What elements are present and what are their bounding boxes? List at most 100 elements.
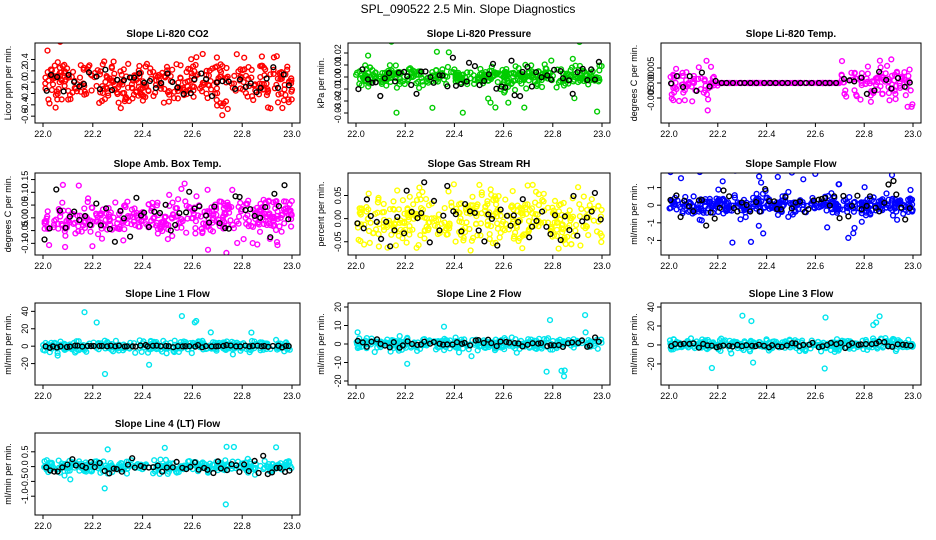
reference-point <box>110 465 117 472</box>
data-point <box>178 313 186 320</box>
y-tick-label: 40 <box>646 302 656 312</box>
reference-point <box>106 470 113 477</box>
data-point <box>250 96 257 104</box>
reference-point <box>444 182 451 190</box>
data-point <box>397 226 404 233</box>
data-point <box>59 199 66 206</box>
data-point <box>115 210 123 217</box>
data-point <box>425 202 433 209</box>
data-point <box>231 72 238 80</box>
reference-point <box>497 338 504 345</box>
reference-point <box>247 206 254 213</box>
data-point <box>785 213 792 221</box>
data-point <box>892 90 899 98</box>
data-point <box>821 365 828 372</box>
data-point <box>274 99 282 106</box>
data-point <box>365 83 372 90</box>
data-point <box>553 84 560 91</box>
data-point <box>729 239 736 246</box>
data-point <box>100 222 107 229</box>
data-point <box>264 89 271 96</box>
data-point <box>54 90 61 98</box>
reference-point <box>164 70 171 77</box>
data-point <box>519 245 526 252</box>
x-tick-label: 22.0 <box>347 261 365 271</box>
data-point <box>891 71 898 78</box>
reference-point <box>863 90 871 98</box>
data-point <box>97 89 104 96</box>
data-point <box>446 220 453 227</box>
data-point <box>561 338 568 346</box>
data-point <box>266 210 273 217</box>
x-tick-label: 23.0 <box>283 391 301 401</box>
data-point <box>439 66 446 73</box>
reference-point <box>866 193 874 200</box>
reference-point <box>131 464 138 471</box>
data-point <box>130 91 138 98</box>
reference-point <box>677 341 684 348</box>
data-point <box>258 53 266 60</box>
y-tick-label: 10 <box>333 320 343 330</box>
x-tick-label: 22.2 <box>396 391 414 401</box>
data-point <box>595 203 602 210</box>
data-point <box>535 223 542 230</box>
data-point <box>285 99 292 106</box>
data-point <box>540 190 547 197</box>
x-tick-label: 22.6 <box>184 391 202 401</box>
data-point <box>267 213 274 221</box>
data-point <box>388 231 395 238</box>
y-tick-label: 0 <box>333 341 343 346</box>
data-point <box>774 173 781 181</box>
reference-point <box>246 343 253 350</box>
data-point <box>561 367 568 374</box>
data-point <box>185 458 192 465</box>
reference-point <box>71 208 78 215</box>
data-point <box>161 444 168 451</box>
data-point <box>238 206 246 213</box>
data-point <box>671 84 679 91</box>
plot-frame <box>347 42 611 124</box>
data-point <box>473 203 480 210</box>
x-tick-label: 22.6 <box>495 391 513 401</box>
x-tick-label: 22.8 <box>233 129 251 139</box>
reference-point <box>54 468 61 475</box>
reference-point <box>56 207 64 214</box>
data-point <box>233 51 240 58</box>
data-point <box>907 186 914 194</box>
data-point <box>689 98 696 105</box>
x-tick-label: 22.2 <box>84 391 102 401</box>
panel-title: Slope Line 2 Flow <box>437 289 522 300</box>
data-point <box>531 78 538 86</box>
data-point <box>902 92 909 99</box>
data-point <box>237 66 244 73</box>
data-point <box>394 187 401 194</box>
reference-point <box>747 79 754 87</box>
x-tick-label: 23.0 <box>283 521 301 531</box>
data-point <box>46 459 53 466</box>
reference-point <box>222 225 229 232</box>
panel-title: Slope Line 4 (LT) Flow <box>115 419 221 430</box>
data-point <box>673 85 680 93</box>
data-point <box>593 228 601 235</box>
reference-point <box>698 196 706 204</box>
data-point <box>210 211 217 218</box>
data-point <box>568 71 575 79</box>
reference-point <box>480 339 487 347</box>
reference-point <box>712 77 719 85</box>
reference-point <box>225 78 232 85</box>
data-point <box>54 352 61 359</box>
reference-point <box>257 84 264 92</box>
x-tick-label: 22.8 <box>544 391 562 401</box>
data-point <box>760 230 767 237</box>
data-point <box>597 213 605 220</box>
x-tick-label: 22.4 <box>134 391 152 401</box>
data-point <box>366 239 373 247</box>
data-point <box>690 193 697 200</box>
reference-point <box>578 337 586 344</box>
reference-point <box>359 66 366 73</box>
x-tick-label: 22.6 <box>807 391 825 401</box>
data-point <box>365 52 372 59</box>
data-point <box>183 229 190 236</box>
y-tick-label: 0.005 <box>646 57 656 80</box>
data-point <box>703 57 710 64</box>
